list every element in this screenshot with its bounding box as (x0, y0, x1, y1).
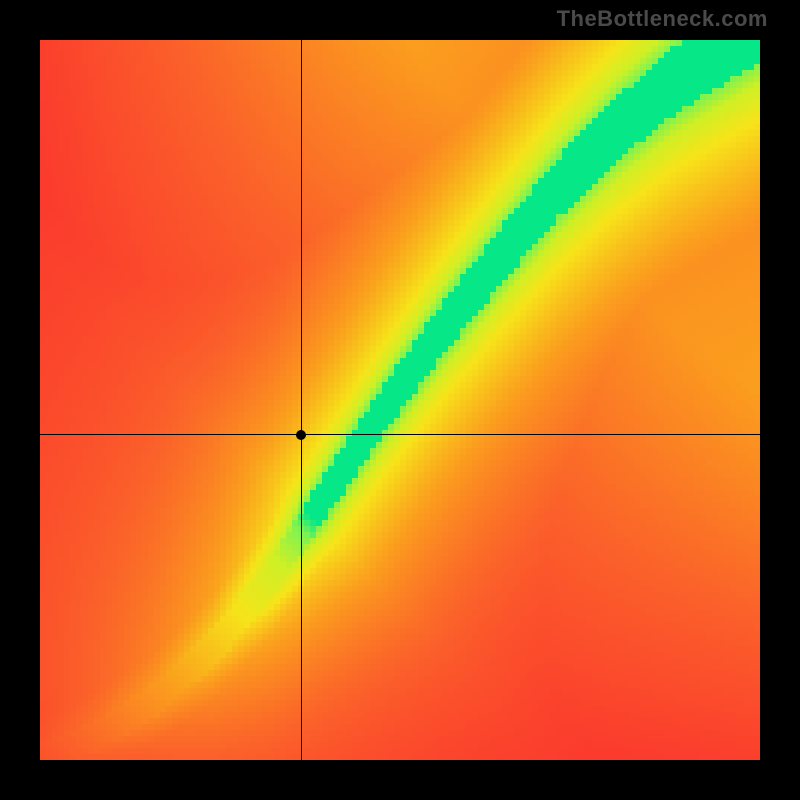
crosshair-marker (296, 430, 306, 440)
plot-area (40, 40, 760, 760)
crosshair-vertical (301, 40, 302, 760)
watermark-text: TheBottleneck.com (557, 6, 768, 32)
outer-frame: TheBottleneck.com (0, 0, 800, 800)
crosshair-horizontal (40, 434, 760, 435)
heatmap-canvas (40, 40, 760, 760)
